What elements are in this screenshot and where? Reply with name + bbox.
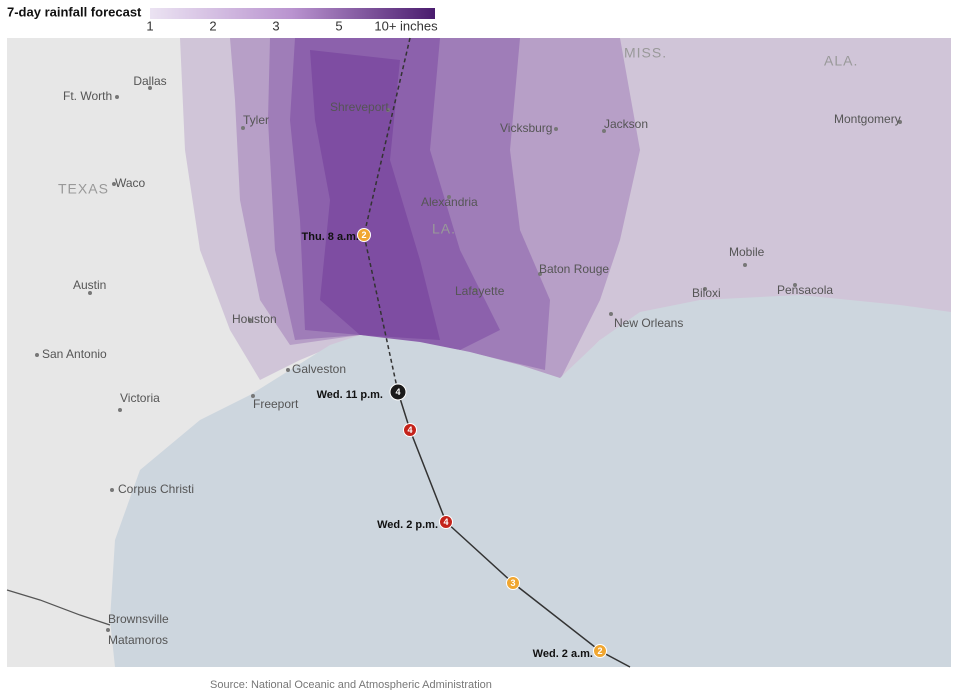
legend-title: 7-day rainfall forecast xyxy=(7,4,142,19)
city-label: Brownsville xyxy=(108,612,169,626)
map xyxy=(6,37,951,668)
city-label: Waco xyxy=(115,176,146,190)
border xyxy=(6,589,111,626)
storm-category: 2 xyxy=(361,230,366,240)
city-label: Biloxi xyxy=(692,286,721,300)
city-label: San Antonio xyxy=(42,347,107,361)
city-dot xyxy=(241,126,245,130)
storm-marker xyxy=(389,383,407,401)
storm-marker xyxy=(403,423,417,437)
city-label: Jackson xyxy=(604,117,648,131)
city-dot xyxy=(115,95,119,99)
city-dot xyxy=(538,272,542,276)
city-dot xyxy=(112,182,116,186)
labels: TEXAS LA. MISS. ALA. Dallas Ft. Worth Tyler Shr… xyxy=(35,45,902,660)
legend-label: 5 xyxy=(335,18,342,33)
city-dot xyxy=(473,288,477,292)
city-label: Baton Rouge xyxy=(539,262,609,276)
city-dot xyxy=(386,108,390,112)
city-dot xyxy=(703,287,707,291)
storm-category: 4 xyxy=(407,425,412,435)
track-label: Wed. 2 p.m. xyxy=(377,519,438,531)
city-dot xyxy=(447,195,451,199)
storm-category: 2 xyxy=(597,646,602,656)
city-label: Freeport xyxy=(253,397,299,411)
state-label: ALA. xyxy=(824,53,858,69)
track-label: Wed. 2 a.m. xyxy=(533,648,593,660)
city-label: Pensacola xyxy=(777,283,833,297)
state-label: MISS. xyxy=(624,45,667,61)
city-label: Victoria xyxy=(120,391,160,405)
legend-label: 1 xyxy=(146,18,153,33)
city-dot xyxy=(251,394,255,398)
city-label: Montgomery xyxy=(834,112,901,126)
city-label: Matamoros xyxy=(108,633,168,647)
city-dot xyxy=(35,353,39,357)
legend-label: 10+ inches xyxy=(374,18,438,33)
city-dot xyxy=(248,318,252,322)
storm-category: 3 xyxy=(510,578,515,588)
city-dot xyxy=(148,86,152,90)
gulf-of-mexico xyxy=(110,295,951,667)
city-label: Lafayette xyxy=(455,284,505,298)
city-dot xyxy=(88,291,92,295)
legend-scale xyxy=(150,8,435,19)
city-dot xyxy=(609,312,613,316)
city-label: Alexandria xyxy=(421,195,478,209)
source: Source: National Oceanic and Atmospheric… xyxy=(210,679,492,690)
storm-marker xyxy=(506,576,520,590)
track-label: Wed. 11 p.m. xyxy=(317,389,383,401)
city-dot xyxy=(118,408,122,412)
state-label: TEXAS xyxy=(58,181,109,197)
legend-label: 3 xyxy=(272,18,279,33)
city-dot xyxy=(106,628,110,632)
storm-category: 4 xyxy=(443,517,448,527)
city-label: Mobile xyxy=(729,245,765,259)
city-dot xyxy=(286,368,290,372)
city-dot xyxy=(554,127,558,131)
city-dot xyxy=(743,263,747,267)
city-label: Vicksburg xyxy=(500,121,552,135)
storm-marker xyxy=(357,228,371,242)
city-label: Galveston xyxy=(292,362,346,376)
city-dot xyxy=(793,283,797,287)
legend-label: 2 xyxy=(209,18,216,33)
city-label: Corpus Christi xyxy=(118,482,194,496)
storm-marker xyxy=(439,515,453,529)
city-label: New Orleans xyxy=(614,316,683,330)
city-label: Austin xyxy=(73,278,106,292)
storm-marker xyxy=(593,644,607,658)
storm-category: 4 xyxy=(395,387,400,397)
city-label: Dallas xyxy=(133,74,166,88)
track-label: Thu. 8 a.m. xyxy=(302,231,359,243)
city-dot xyxy=(898,120,902,124)
city-dot xyxy=(602,129,606,133)
forecast-track xyxy=(363,37,411,393)
rainfall xyxy=(180,38,951,380)
city-dot xyxy=(110,488,114,492)
city-label: Houston xyxy=(232,312,277,326)
state-label: LA. xyxy=(432,221,456,237)
city-label: Shreveport xyxy=(330,100,389,114)
city-label: Ft. Worth xyxy=(63,89,112,103)
city-label: Tyler xyxy=(243,113,269,127)
